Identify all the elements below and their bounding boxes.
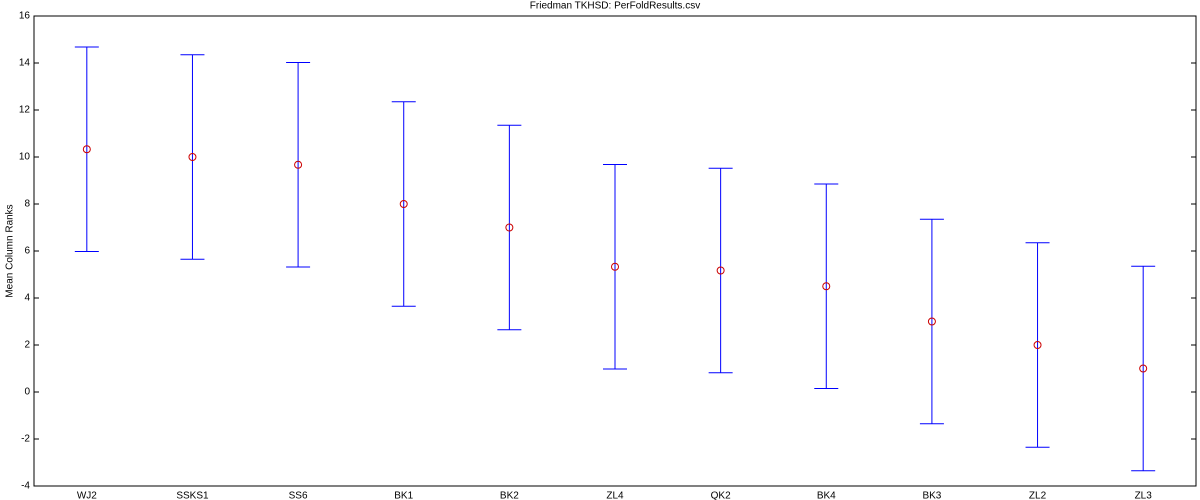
mean-marker [1033,341,1042,349]
x-tick-label: BK1 [394,491,413,500]
mean-marker [294,160,303,169]
x-tick-label: ZL2 [1029,491,1047,500]
y-tick-label: -4 [21,481,30,492]
y-tick-label: -2 [21,434,30,445]
y-tick-label: 2 [24,340,30,351]
x-tick-label: BK2 [500,491,519,500]
mean-marker [927,317,936,326]
mean-marker [399,200,408,208]
x-tick-label: BK4 [817,491,836,500]
mean-marker [716,266,725,275]
x-tick-label: SSKS1 [176,491,209,500]
mean-marker [1139,364,1148,373]
y-tick-label: 12 [19,105,31,116]
y-tick-label: 10 [19,152,31,163]
y-tick-label: 6 [24,246,30,257]
y-tick-label: 8 [24,199,30,210]
x-tick-label: QK2 [711,491,731,500]
y-tick-label: 4 [24,293,30,304]
x-tick-label: SS6 [289,491,308,500]
y-tick-label: 0 [24,387,30,398]
x-tick-label: WJ2 [77,491,97,500]
x-tick-label: ZL3 [1135,491,1153,500]
x-tick-label: ZL4 [606,491,624,500]
y-axis-label: Mean Column Ranks [5,204,16,297]
mean-marker [82,145,91,154]
mean-marker [822,282,831,291]
mean-marker [188,153,197,161]
y-tick-label: 16 [19,11,31,22]
mean-marker [505,223,514,232]
mean-marker [611,262,619,271]
x-tick-label: BK3 [922,491,941,500]
y-tick-label: 14 [19,58,31,69]
chart-title: Friedman TKHSD: PerFoldResults.csv [530,1,700,12]
